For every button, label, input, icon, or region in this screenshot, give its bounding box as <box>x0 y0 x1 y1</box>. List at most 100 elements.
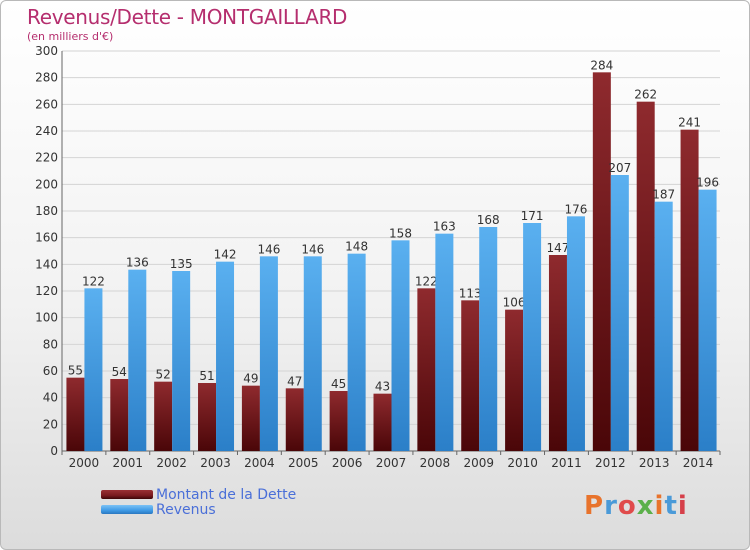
x-tick-label: 2010 <box>507 456 538 470</box>
value-label-dette: 43 <box>375 380 390 394</box>
bar-revenus <box>391 240 410 451</box>
proxiti-logo: Proxiti <box>584 491 688 521</box>
bar-revenus <box>172 271 191 451</box>
y-tick-label: 240 <box>35 124 58 138</box>
bar-dette <box>198 383 217 451</box>
legend-label-debt: Montant de la Dette <box>156 486 297 503</box>
x-tick-label: 2002 <box>156 456 187 470</box>
value-label-revenus: 148 <box>345 240 368 254</box>
value-label-dette: 262 <box>634 88 657 102</box>
x-tick-label: 2009 <box>463 456 494 470</box>
chart-title: Revenus/Dette - MONTGAILLARD <box>27 5 348 29</box>
y-tick-label: 280 <box>35 71 58 85</box>
y-tick-label: 200 <box>35 177 58 191</box>
logo-letter: o <box>617 491 637 521</box>
y-tick-label: 260 <box>35 97 58 111</box>
value-label-revenus: 146 <box>301 242 324 256</box>
y-tick-label: 180 <box>35 204 58 218</box>
y-tick-label: 20 <box>43 417 58 431</box>
y-tick-label: 140 <box>35 257 58 271</box>
y-tick-label: 220 <box>35 151 58 165</box>
value-label-revenus: 122 <box>82 274 105 288</box>
x-tick-label: 2007 <box>376 456 407 470</box>
x-tick-label: 2005 <box>288 456 319 470</box>
y-tick-label: 300 <box>35 44 58 58</box>
bar-revenus <box>523 223 542 451</box>
x-tick-label: 2004 <box>244 456 275 470</box>
bar-dette <box>66 377 85 451</box>
bar-revenus <box>84 288 103 451</box>
bar-dette <box>461 300 480 451</box>
bar-revenus <box>654 201 673 451</box>
bar-revenus <box>610 175 629 451</box>
x-tick-label: 2000 <box>69 456 100 470</box>
bar-revenus <box>128 269 147 451</box>
bar-dette <box>110 379 129 451</box>
bar-revenus <box>566 216 585 451</box>
bar-revenus <box>347 253 366 451</box>
bar-dette <box>373 393 392 451</box>
bar-dette <box>592 72 611 451</box>
chart-subtitle: (en milliers d'€) <box>27 30 114 43</box>
value-label-revenus: 196 <box>696 176 719 190</box>
bar-dette <box>417 288 436 451</box>
legend-label-revenus: Revenus <box>156 501 216 518</box>
value-label-dette: 49 <box>243 372 258 386</box>
value-label-revenus: 163 <box>433 220 456 234</box>
logo-letter: t <box>664 491 678 521</box>
value-label-dette: 241 <box>678 116 701 130</box>
y-tick-label: 100 <box>35 311 58 325</box>
value-label-revenus: 136 <box>126 256 149 270</box>
value-label-dette: 45 <box>331 377 346 391</box>
value-label-dette: 284 <box>590 58 613 72</box>
logo-letter: i <box>654 491 665 521</box>
bar-dette <box>680 129 699 451</box>
value-label-dette: 106 <box>503 296 526 310</box>
value-label-dette: 47 <box>287 374 302 388</box>
y-tick-label: 0 <box>50 444 58 458</box>
y-tick-label: 160 <box>35 231 58 245</box>
value-label-revenus: 187 <box>652 188 675 202</box>
logo-letter: x <box>636 491 655 521</box>
value-label-revenus: 207 <box>608 161 631 175</box>
y-tick-label: 40 <box>43 391 58 405</box>
x-tick-label: 2014 <box>683 456 714 470</box>
value-label-revenus: 142 <box>214 248 237 262</box>
bar-dette <box>241 385 260 451</box>
y-tick-label: 60 <box>43 364 58 378</box>
bar-dette <box>285 388 304 451</box>
bar-dette <box>154 381 173 451</box>
logo-letter: P <box>584 491 605 521</box>
value-label-revenus: 158 <box>389 226 412 240</box>
logo-letter: r <box>604 491 618 521</box>
legend-swatch-debt <box>101 490 153 499</box>
value-label-dette: 113 <box>459 286 482 300</box>
value-label-dette: 54 <box>112 365 127 379</box>
y-tick-label: 120 <box>35 284 58 298</box>
x-tick-label: 2001 <box>113 456 144 470</box>
value-label-dette: 122 <box>415 274 438 288</box>
bar-revenus <box>303 256 322 451</box>
bar-dette <box>636 101 655 452</box>
x-tick-label: 2013 <box>639 456 670 470</box>
x-tick-label: 2006 <box>332 456 363 470</box>
bar-revenus <box>479 227 498 451</box>
legend-item-revenus: Revenus <box>101 501 296 518</box>
value-label-dette: 147 <box>547 241 570 255</box>
value-label-dette: 52 <box>156 368 171 382</box>
bar-revenus <box>698 189 717 451</box>
legend-swatch-revenus <box>101 505 153 514</box>
value-label-revenus: 168 <box>477 213 500 227</box>
x-tick-label: 2003 <box>200 456 231 470</box>
value-label-revenus: 146 <box>257 242 280 256</box>
value-label-revenus: 135 <box>170 257 193 271</box>
x-tick-label: 2008 <box>420 456 451 470</box>
bar-dette <box>505 309 524 451</box>
legend-item-debt: Montant de la Dette <box>101 486 297 503</box>
y-tick-label: 80 <box>43 337 58 351</box>
bar-dette <box>548 255 567 451</box>
bar-dette <box>329 391 348 451</box>
legend: Montant de la Dette Revenus <box>101 486 297 518</box>
